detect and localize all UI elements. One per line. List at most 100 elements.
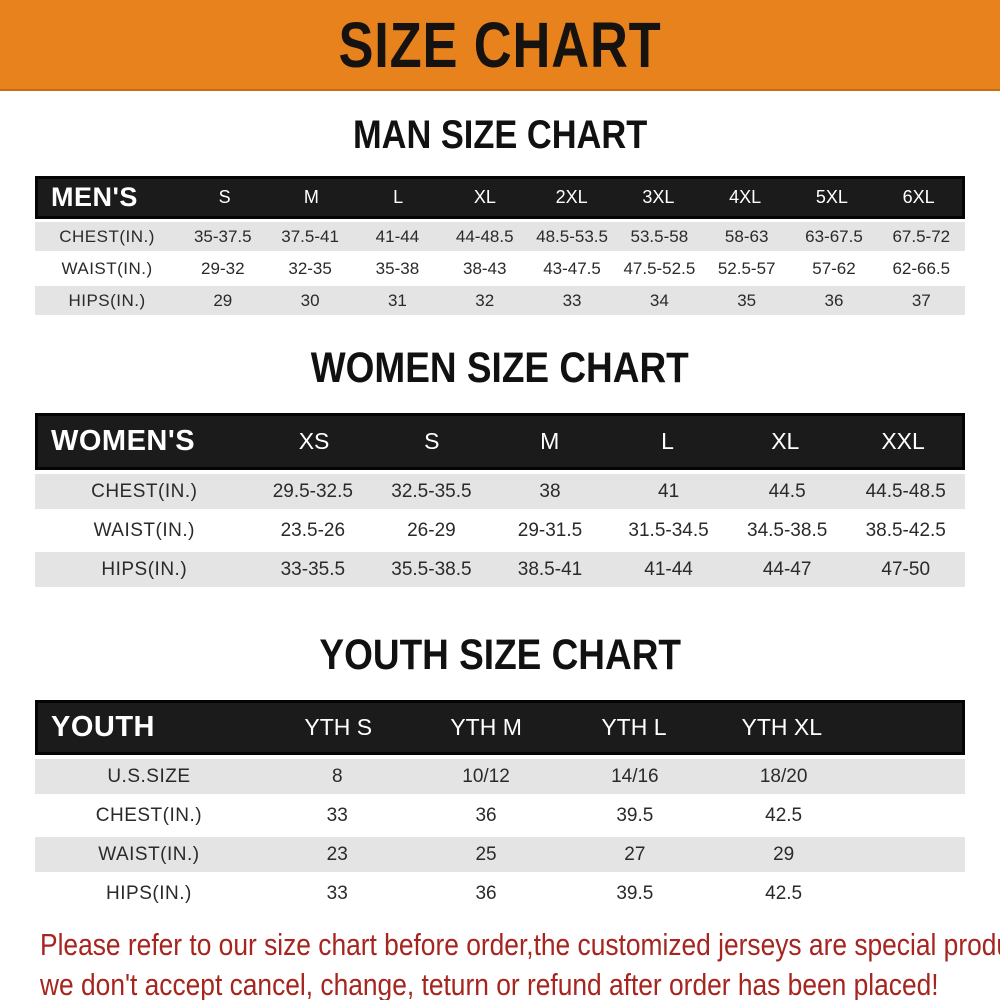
column-header: WOMEN'S (51, 425, 196, 457)
table-cell: 32-35 (288, 258, 332, 278)
table-cell: 35.5-38.5 (391, 558, 472, 580)
table-cell: 25 (475, 843, 497, 865)
women-section-title: WOMEN SIZE CHART (310, 344, 689, 392)
row-label: WAIST(IN.) (61, 258, 153, 278)
table-cell: 47-50 (881, 558, 931, 580)
table-row: CHEST(IN.) 33 36 39.5 42.5 (35, 798, 965, 833)
table-cell: 48.5-53.5 (536, 226, 608, 246)
column-header: M (540, 428, 560, 454)
row-label: U.S.SIZE (107, 765, 191, 787)
table-cell: 67.5-72 (892, 226, 951, 246)
footer-note-line1: Please refer to our size chart before or… (40, 927, 1000, 962)
table-cell: 41-44 (375, 226, 420, 246)
table-row: WAIST(IN.) 29-32 32-35 35-38 38-43 43-47… (35, 254, 965, 283)
youth-table-header: YOUTH YTH S YTH M YTH L YTH XL (35, 700, 965, 755)
table-cell: 41-44 (644, 558, 693, 580)
table-cell: 39.5 (616, 804, 654, 826)
table-cell: 30 (300, 290, 320, 310)
table-cell: 23 (326, 843, 348, 865)
man-size-table: MEN'S S M L XL 2XL 3XL 4XL 5XL 6XL CHEST… (35, 176, 965, 315)
table-cell: 18/20 (759, 765, 808, 787)
man-section-title: MAN SIZE CHART (352, 113, 648, 157)
table-cell: 33 (326, 804, 348, 826)
man-section-title-wrap: MAN SIZE CHART (0, 91, 1000, 176)
table-cell: 35-38 (375, 258, 420, 278)
column-header: 3XL (642, 187, 675, 207)
table-cell: 31 (387, 290, 407, 310)
row-label: CHEST(IN.) (95, 804, 203, 826)
table-cell: 42.5 (765, 804, 803, 826)
table-cell: 38.5-41 (517, 558, 583, 580)
table-cell: 44.5-48.5 (865, 480, 946, 502)
table-cell: 27 (624, 843, 646, 865)
women-size-table: WOMEN'S XS S M L XL XXL CHEST(IN.) 29.5-… (35, 413, 965, 587)
column-header: 5XL (815, 187, 848, 207)
table-cell: 8 (331, 765, 343, 787)
table-row: HIPS(IN.) 29 30 31 32 33 34 35 36 37 (35, 286, 965, 315)
row-label: WAIST(IN.) (93, 519, 195, 541)
column-header: 2XL (555, 187, 588, 207)
table-cell: 29.5-32.5 (272, 480, 353, 502)
table-cell: 14/16 (611, 765, 659, 787)
table-cell: 33 (562, 290, 582, 310)
table-row: CHEST(IN.) 29.5-32.5 32.5-35.5 38 41 44.… (35, 474, 965, 509)
table-cell: 36 (824, 290, 844, 310)
banner: SIZE CHART (0, 0, 1000, 91)
banner-title: SIZE CHART (338, 8, 662, 81)
column-header: XXL (881, 428, 925, 454)
table-cell: 41 (658, 480, 680, 502)
table-cell: 33-35.5 (280, 558, 346, 580)
column-header: XL (771, 428, 800, 454)
table-cell: 29-31.5 (517, 519, 583, 541)
row-label: HIPS(IN.) (101, 558, 188, 580)
table-cell: 62-66.5 (892, 258, 951, 278)
column-header: L (393, 187, 404, 207)
row-label: WAIST(IN.) (98, 843, 200, 865)
row-label: CHEST(IN.) (91, 480, 198, 502)
table-cell: 38 (539, 480, 561, 502)
women-section-title-wrap: WOMEN SIZE CHART (0, 318, 1000, 413)
footer-note: Please refer to our size chart before or… (0, 925, 1000, 1000)
table-cell: 57-62 (812, 258, 856, 278)
table-cell: 44-47 (762, 558, 812, 580)
table-cell: 38-43 (462, 258, 507, 278)
table-row: U.S.SIZE 8 10/12 14/16 18/20 (35, 759, 965, 794)
table-cell: 32.5-35.5 (391, 480, 472, 502)
table-cell: 35-37.5 (193, 226, 252, 246)
column-header: YTH XL (741, 714, 823, 740)
table-cell: 39.5 (616, 882, 654, 904)
women-table-header: WOMEN'S XS S M L XL XXL (35, 413, 965, 470)
table-cell: 38.5-42.5 (865, 519, 946, 541)
table-cell: 52.5-57 (717, 258, 776, 278)
table-cell: 63-67.5 (805, 226, 863, 246)
column-header: MEN'S (51, 182, 138, 212)
table-cell: 43-47.5 (543, 258, 601, 278)
table-cell: 32 (475, 290, 495, 310)
table-cell: 35 (737, 290, 757, 310)
table-cell: 47.5-52.5 (623, 258, 696, 278)
column-header: 6XL (902, 187, 935, 207)
table-cell: 36 (475, 882, 497, 904)
youth-section-title: YOUTH SIZE CHART (319, 631, 681, 679)
row-label: HIPS(IN.) (106, 882, 192, 904)
table-cell: 29-32 (201, 258, 245, 278)
row-label: CHEST(IN.) (59, 226, 155, 246)
table-cell: 44.5 (768, 480, 806, 502)
table-cell: 53.5-58 (630, 226, 689, 246)
column-header: 4XL (729, 187, 762, 207)
column-header: YTH L (601, 714, 667, 740)
column-header: M (303, 187, 319, 207)
footer-note-line2: we don't accept cancel, change, teturn o… (40, 967, 939, 1000)
table-cell: 29 (773, 843, 795, 865)
column-header: YTH S (304, 714, 373, 740)
column-header: XL (473, 187, 496, 207)
table-cell: 42.5 (765, 882, 803, 904)
table-cell: 10/12 (462, 765, 510, 787)
table-cell: 44-48.5 (455, 226, 514, 246)
column-header: S (424, 428, 440, 454)
man-table-header: MEN'S S M L XL 2XL 3XL 4XL 5XL 6XL (35, 176, 965, 219)
column-header: S (218, 187, 231, 207)
table-cell: 31.5-34.5 (628, 519, 709, 541)
table-row: HIPS(IN.) 33 36 39.5 42.5 (35, 876, 965, 911)
